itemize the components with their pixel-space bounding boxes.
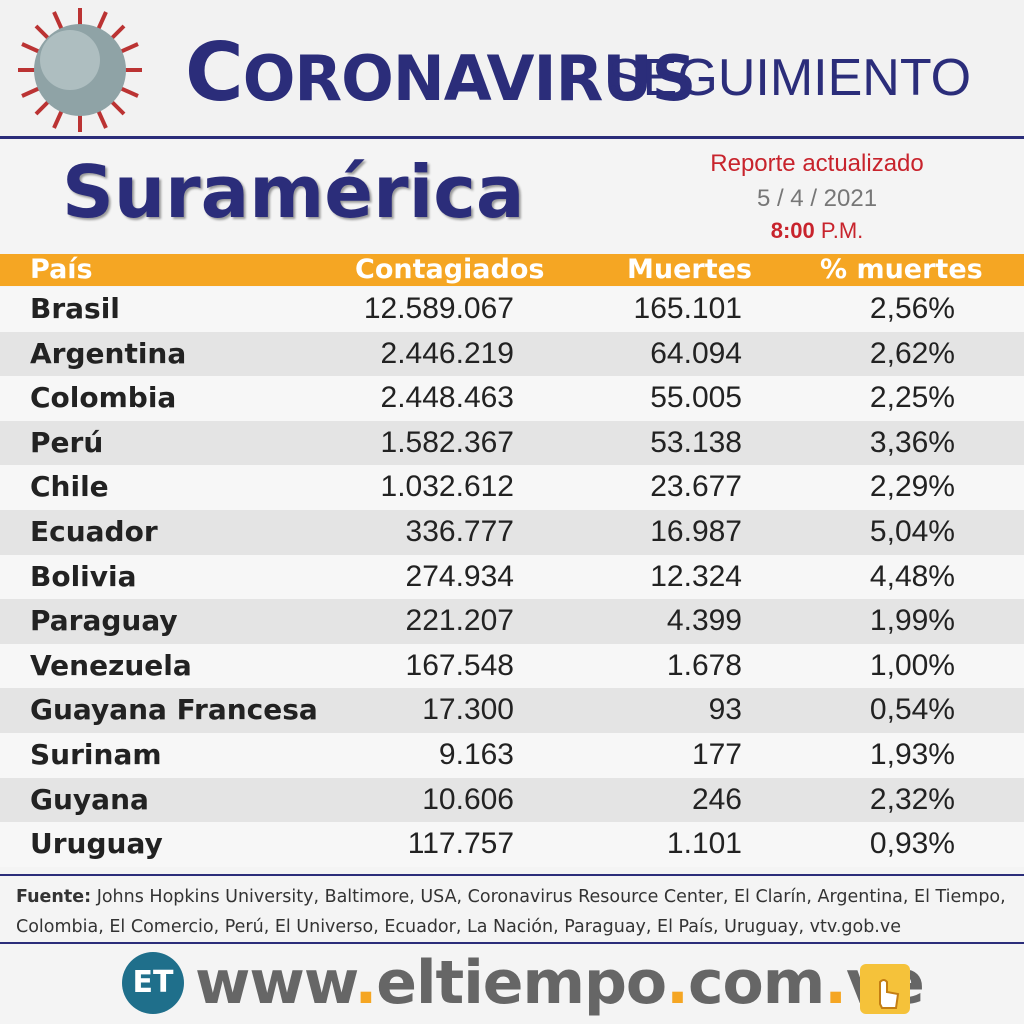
source-label: Fuente:	[16, 887, 92, 907]
col-header: País	[30, 254, 93, 285]
deaths: 246	[691, 782, 742, 816]
click-icon	[860, 964, 910, 1014]
url-part: com	[687, 948, 825, 1018]
deaths: 53.138	[650, 425, 742, 459]
cases: 10.606	[422, 782, 514, 816]
death-rate: 1,00%	[869, 648, 955, 682]
cases: 167.548	[405, 648, 514, 682]
cases: 17.300	[422, 693, 514, 727]
country: Venezuela	[30, 648, 192, 682]
table-row: Guayana Francesa 17.300 93 0,54%	[0, 688, 1024, 733]
report-label: Reporte actualizado	[710, 150, 924, 177]
death-rate: 0,93%	[869, 827, 955, 861]
country: Ecuador	[30, 515, 158, 548]
url-part: .	[354, 948, 377, 1018]
cases: 9.163	[438, 738, 514, 771]
deaths: 165.101	[633, 292, 742, 325]
col-header: Contagiados	[355, 254, 545, 285]
url-part: .	[824, 948, 847, 1018]
table-row: Venezuela 167.548 1.678 1,00%	[0, 643, 1024, 689]
table-row: Perú 1.582.367 53.138 3,36%	[0, 420, 1024, 466]
death-rate: 2,62%	[869, 336, 955, 370]
deaths: 93	[708, 693, 742, 727]
header-band	[0, 0, 1024, 139]
table-row: Chile 1.032.612 23.677 2,29%	[0, 465, 1024, 510]
table-row: Colombia 2.448.463 55.005 2,25%	[0, 376, 1024, 421]
country: Guayana Francesa	[30, 693, 318, 727]
time: 8:00	[770, 218, 815, 243]
url: www.eltiempo.com.ve	[195, 948, 925, 1018]
source: Fuente: Johns Hopkins University, Baltim…	[16, 882, 1016, 942]
deaths: 1.678	[666, 648, 742, 682]
virus-icon	[18, 8, 142, 132]
country: Paraguay	[30, 604, 178, 638]
death-rate: 2,56%	[869, 292, 955, 325]
table-row: Paraguay 221.207 4.399 1,99%	[0, 599, 1024, 644]
cases: 117.757	[407, 827, 514, 861]
url-part: .	[666, 948, 689, 1018]
url-part: www	[195, 948, 355, 1018]
divider	[0, 942, 1024, 944]
deaths: 177	[691, 738, 742, 771]
cases: 274.934	[405, 559, 514, 593]
table-row: Brasil 12.589.067 165.101 2,56%	[0, 287, 1024, 332]
death-rate: 2,29%	[869, 470, 955, 504]
cases: 1.032.612	[380, 470, 514, 504]
table-row: Argentina 2.446.219 64.094 2,62%	[0, 331, 1024, 377]
cases: 221.207	[405, 604, 514, 638]
divider	[0, 874, 1024, 876]
deaths: 23.677	[650, 470, 742, 504]
cases: 1.582.367	[380, 425, 514, 459]
table-row: Bolivia 274.934 12.324 4,48%	[0, 554, 1024, 600]
deaths: 1.101	[666, 827, 742, 861]
death-rate: 1,99%	[869, 604, 955, 638]
cases: 336.777	[405, 515, 514, 548]
region: Suramérica	[62, 150, 525, 234]
country: Argentina	[30, 336, 187, 370]
death-rate: 2,32%	[869, 782, 955, 816]
table-row: Uruguay 117.757 1.101 0,93%	[0, 822, 1024, 867]
deaths: 16.987	[650, 515, 742, 548]
table-row: Ecuador 336.777 16.987 5,04%	[0, 510, 1024, 555]
deaths: 55.005	[650, 381, 742, 415]
death-rate: 1,93%	[869, 738, 955, 771]
cases: 12.589.067	[363, 292, 514, 325]
source-text: Johns Hopkins University, Baltimore, USA…	[16, 887, 1006, 937]
death-rate: 4,48%	[869, 559, 955, 593]
cases: 2.446.219	[380, 336, 514, 370]
death-rate: 3,36%	[869, 425, 955, 459]
country: Brasil	[30, 292, 120, 325]
deaths: 4.399	[666, 604, 742, 638]
country: Uruguay	[30, 827, 163, 861]
subtitle: SEGUIMIENTO	[608, 49, 972, 107]
table-row: Guyana 10.606 246 2,32%	[0, 777, 1024, 823]
table-row: Surinam 9.163 177 1,93%	[0, 733, 1024, 778]
title: CORONAVIRUS	[185, 26, 696, 119]
death-rate: 0,54%	[869, 693, 955, 727]
death-rate: 5,04%	[869, 515, 955, 548]
country: Guyana	[30, 782, 149, 816]
deaths: 64.094	[650, 336, 742, 370]
logo: ET	[122, 952, 184, 1014]
col-header: Muertes	[627, 254, 753, 285]
report-time: 8:00 P.M.	[700, 218, 934, 244]
country: Surinam	[30, 738, 162, 771]
period: P.M.	[820, 218, 864, 243]
country: Perú	[30, 425, 104, 459]
country: Chile	[30, 470, 109, 504]
url-part: eltiempo	[376, 948, 667, 1018]
table-header: País Contagiados Muertes % muertes	[0, 254, 1024, 286]
country: Bolivia	[30, 559, 137, 593]
col-header: % muertes	[820, 254, 983, 285]
cases: 2.448.463	[380, 381, 514, 415]
deaths: 12.324	[650, 559, 742, 593]
report-date: 5 / 4 / 2021	[756, 185, 878, 212]
death-rate: 2,25%	[869, 381, 955, 415]
country: Colombia	[30, 381, 177, 415]
